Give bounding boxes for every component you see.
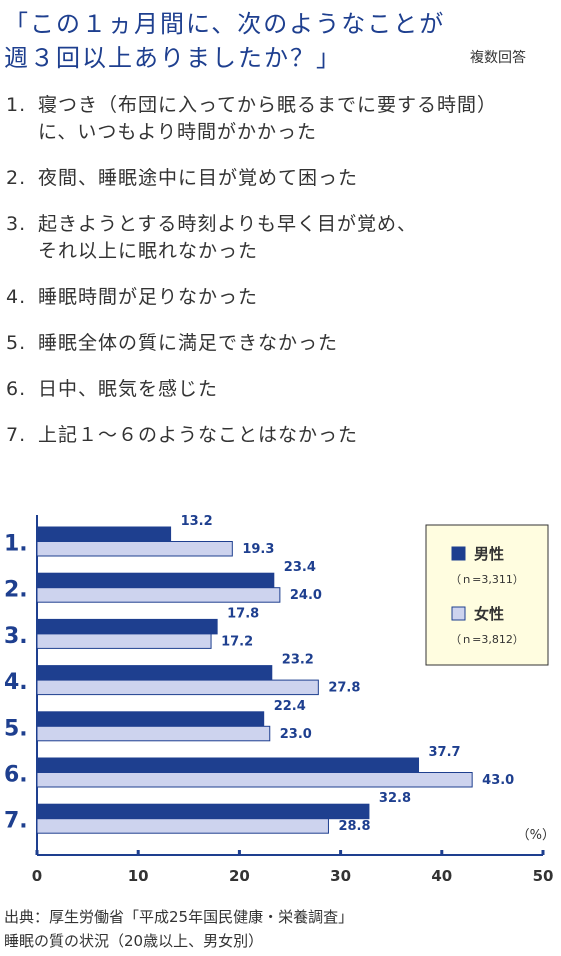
- bar: [36, 633, 212, 649]
- question-line-2: 週３回以上ありましたか？」: [4, 44, 342, 72]
- category-label: 6.: [4, 763, 28, 788]
- answer-text: 起きようとする時刻よりも早く目が覚め、 それ以上に眠れなかった: [38, 213, 418, 262]
- answer-number: 7.: [6, 424, 27, 446]
- x-tick-label: 0: [32, 867, 42, 885]
- bar: [36, 711, 265, 727]
- answer-number: 3.: [6, 213, 27, 235]
- answer-text: 睡眠全体の質に満足できなかった: [38, 332, 339, 354]
- legend-sample-size: （ｎ=3,812）: [450, 633, 524, 646]
- category-label: 2.: [4, 578, 28, 603]
- legend-swatch: [451, 606, 466, 621]
- category-label: 5.: [4, 716, 28, 741]
- data-label: 23.2: [282, 653, 314, 668]
- bar: [36, 772, 473, 788]
- data-label: 17.2: [221, 634, 253, 649]
- data-label: 17.8: [227, 606, 259, 621]
- answer-text: 寝つき（布団に入ってから眠るまでに要する時間） に、いつもより時間がかかった: [38, 94, 498, 143]
- x-tick-label: 20: [229, 867, 250, 885]
- source-note: 出典：厚生労働省「平成25年国民健康・栄養調査」 睡眠の質の状況（20歳以上、男…: [4, 905, 353, 953]
- answer-text: 上記１〜６のようなことはなかった: [38, 424, 359, 446]
- bar: [36, 572, 275, 589]
- data-label: 13.2: [181, 514, 213, 529]
- category-label: 1.: [4, 532, 28, 557]
- data-label: 24.0: [290, 588, 322, 603]
- answer-item-1: 1. 寝つき（布団に入ってから眠るまでに要する時間） に、いつもより時間がかかった: [6, 92, 556, 146]
- answer-item-3: 3. 起きようとする時刻よりも早く目が覚め、 それ以上に眠れなかった: [6, 211, 556, 265]
- data-label: 43.0: [482, 773, 514, 788]
- data-label: 28.8: [338, 819, 370, 834]
- x-tick-label: 30: [330, 867, 351, 885]
- data-label: 23.0: [280, 727, 312, 742]
- answer-number: 2.: [6, 167, 27, 189]
- bar: [36, 541, 233, 557]
- answer-text: 日中、眠気を感じた: [38, 378, 219, 400]
- answer-number: 1.: [6, 94, 27, 116]
- x-tick-label: 50: [533, 867, 554, 885]
- answer-item-2: 2. 夜間、睡眠途中に目が覚めて困った: [6, 165, 556, 192]
- legend-box: [425, 524, 549, 666]
- x-tick-label: 40: [431, 867, 452, 885]
- question-line-1: 「この１ヵ月間に、次のようなことが: [4, 10, 446, 38]
- answer-list: 1. 寝つき（布団に入ってから眠るまでに要する時間） に、いつもより時間がかかった…: [6, 92, 556, 468]
- answer-number: 5.: [6, 332, 27, 354]
- multiple-answer-note: 複数回答: [470, 50, 526, 66]
- legend-label: 女性: [474, 605, 504, 623]
- bar: [36, 803, 370, 820]
- source-line-1: 出典：厚生労働省「平成25年国民健康・栄養調査」: [4, 908, 354, 926]
- legend-label: 男性: [474, 545, 504, 563]
- bar: [36, 757, 420, 773]
- legend-swatch: [451, 546, 466, 561]
- bar: [36, 679, 319, 696]
- source-line-2: 睡眠の質の状況（20歳以上、男女別）: [4, 932, 264, 950]
- bar: [36, 725, 271, 742]
- bar: [36, 526, 172, 542]
- bar: [36, 587, 281, 603]
- data-label: 37.7: [429, 745, 461, 760]
- answer-item-4: 4. 睡眠時間が足りなかった: [6, 284, 556, 311]
- bar: [36, 665, 273, 681]
- data-label: 27.8: [328, 681, 360, 696]
- answer-text: 夜間、睡眠途中に目が覚めて困った: [38, 167, 359, 189]
- data-label: 22.4: [274, 699, 306, 714]
- legend-sample-size: （ｎ=3,311）: [450, 573, 524, 586]
- bar: [36, 618, 218, 635]
- bar: [36, 818, 329, 834]
- category-label: 4.: [4, 670, 28, 695]
- x-tick-label: 10: [128, 867, 149, 885]
- answer-number: 4.: [6, 286, 27, 308]
- answer-item-5: 5. 睡眠全体の質に満足できなかった: [6, 330, 556, 357]
- unit-label: （%）: [517, 828, 555, 843]
- data-label: 19.3: [242, 542, 274, 557]
- answer-text: 睡眠時間が足りなかった: [38, 286, 259, 308]
- answer-item-6: 6. 日中、眠気を感じた: [6, 376, 556, 403]
- answer-number: 6.: [6, 378, 27, 400]
- data-label: 32.8: [379, 791, 411, 806]
- answer-item-7: 7. 上記１〜６のようなことはなかった: [6, 422, 556, 449]
- data-label: 23.4: [284, 560, 316, 575]
- category-label: 7.: [4, 809, 28, 834]
- category-label: 3.: [4, 624, 28, 649]
